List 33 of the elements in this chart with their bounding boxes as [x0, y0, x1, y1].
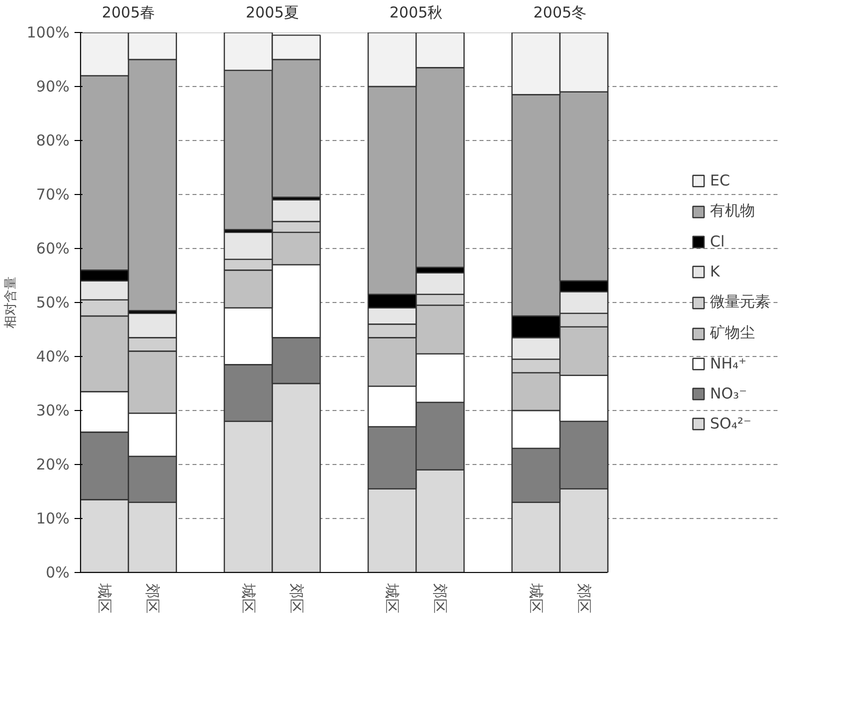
x-tick-label: 城区 [95, 582, 114, 614]
text: 2005夏 [246, 4, 299, 22]
text: 2005春 [102, 4, 156, 22]
y-tick-label: 10% [36, 510, 70, 528]
y-tick-label: 30% [36, 402, 70, 420]
legend-label: 微量元素 [710, 292, 770, 312]
y-tick-label: 60% [36, 240, 70, 258]
legend-label: K [710, 262, 721, 280]
legend-label: NO₃⁻ [710, 384, 747, 402]
x-tick-label: 郊区 [143, 584, 162, 614]
y-tick-label: 70% [36, 186, 70, 204]
y-tick-label: 40% [36, 348, 70, 366]
y-tick-label: 20% [36, 456, 70, 474]
text: 2005秋 [390, 4, 443, 22]
x-tick-label: 郊区 [287, 584, 306, 614]
x-tick-label: 郊区 [574, 584, 593, 614]
text: 2005冬 [533, 4, 587, 22]
y-tick-label: 80% [36, 132, 70, 150]
y-tick-label: 90% [36, 78, 70, 96]
x-tick-label: 城区 [526, 582, 545, 614]
y-tick-label: 50% [36, 294, 70, 312]
x-tick-label: 城区 [383, 582, 402, 614]
legend-label: 矿物尘 [710, 324, 755, 342]
legend-label: SO₄²⁻ [710, 414, 752, 432]
legend-label: NH₄⁺ [710, 354, 746, 372]
legend-label: 有机物 [710, 202, 755, 220]
legend-label: EC [710, 172, 730, 190]
y-axis-title: 相对含量 [4, 276, 19, 328]
y-tick-label: 0% [46, 564, 70, 582]
x-tick-label: 郊区 [431, 584, 450, 614]
x-tick-label: 城区 [239, 582, 258, 614]
y-tick-label: 100% [26, 24, 70, 42]
legend-label: Cl [710, 232, 726, 250]
